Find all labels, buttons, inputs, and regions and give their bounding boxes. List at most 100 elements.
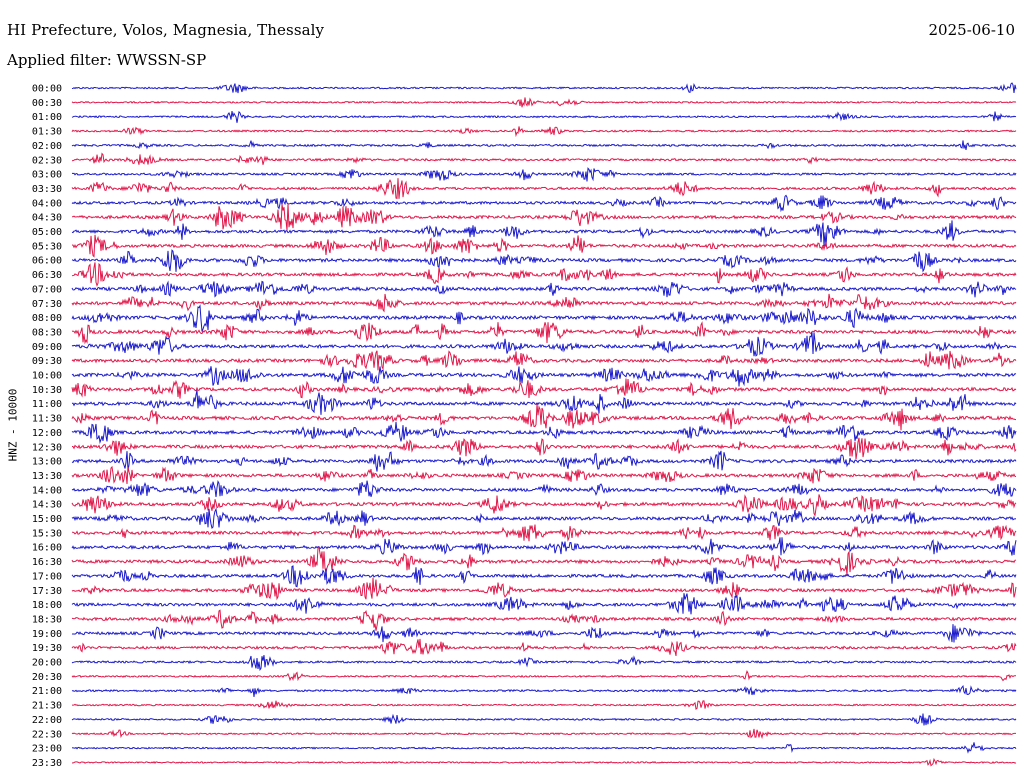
- row-time-label: 06:30: [32, 270, 62, 281]
- row-time-label: 03:00: [32, 170, 62, 181]
- row-time-label: 01:30: [32, 127, 62, 138]
- trace-line: [71, 262, 1017, 287]
- row-time-label: 06:00: [32, 256, 62, 267]
- trace-line: [71, 507, 1017, 529]
- trace-line: [71, 280, 1017, 298]
- trace-line: [71, 178, 1017, 200]
- row-time-label: 15:00: [32, 514, 62, 525]
- row-time-label: 21:00: [32, 686, 62, 697]
- row-time-label: 20:00: [32, 658, 62, 669]
- row-time-label: 00:00: [32, 84, 62, 95]
- row-time-label: 23:00: [32, 744, 62, 755]
- trace-line: [71, 234, 1017, 258]
- trace-line: [71, 537, 1017, 556]
- trace-line: [71, 366, 1017, 387]
- trace-line: [71, 321, 1017, 345]
- row-time-label: 22:30: [32, 729, 62, 740]
- row-time-label: 14:30: [32, 500, 62, 511]
- row-time-label: 08:00: [32, 313, 62, 324]
- row-time-label: 21:30: [32, 701, 62, 712]
- trace-line: [71, 624, 1017, 643]
- row-time-label: 13:00: [32, 457, 62, 468]
- row-time-label: 05:00: [32, 227, 62, 238]
- row-time-label: 16:00: [32, 543, 62, 554]
- row-time-label: 09:00: [32, 342, 62, 353]
- row-time-label: 07:00: [32, 284, 62, 295]
- row-time-label: 07:30: [32, 299, 62, 310]
- trace-line: [71, 524, 1017, 542]
- row-time-label: 02:30: [32, 155, 62, 166]
- row-time-label: 15:30: [32, 528, 62, 539]
- trace-line: [71, 609, 1017, 631]
- trace-line: [71, 465, 1017, 484]
- station-title: HI Prefecture, Volos, Magnesia, Thessaly: [7, 21, 325, 39]
- trace-line: [71, 220, 1017, 247]
- record-date: 2025-06-10: [928, 21, 1015, 39]
- row-time-label: 16:30: [32, 557, 62, 568]
- row-time-label: 17:00: [32, 571, 62, 582]
- trace-line: [71, 421, 1017, 445]
- row-time-label: 00:30: [32, 98, 62, 109]
- trace-line: [71, 669, 1017, 682]
- trace-line: [71, 110, 1017, 123]
- trace-line: [71, 126, 1017, 138]
- row-time-label: 17:30: [32, 586, 62, 597]
- row-time-label: 09:30: [32, 356, 62, 367]
- trace-line: [71, 97, 1017, 108]
- trace-line: [71, 593, 1017, 615]
- row-time-label: 11:00: [32, 399, 62, 410]
- trace-line: [71, 140, 1017, 151]
- trace-line: [71, 546, 1017, 576]
- row-time-label: 08:30: [32, 327, 62, 338]
- trace-line: [71, 293, 1017, 313]
- trace-line: [71, 350, 1017, 371]
- trace-line: [71, 494, 1017, 517]
- trace-line: [71, 404, 1017, 431]
- row-time-label: 18:30: [32, 614, 62, 625]
- row-time-label: 23:30: [32, 758, 62, 769]
- trace-line: [71, 577, 1017, 601]
- trace-line: [71, 742, 1017, 754]
- trace-line: [71, 332, 1017, 357]
- trace-line: [71, 685, 1017, 698]
- row-time-label: 19:30: [32, 643, 62, 654]
- trace-line: [71, 757, 1017, 767]
- row-time-label: 04:00: [32, 198, 62, 209]
- row-time-label: 13:30: [32, 471, 62, 482]
- row-time-label: 04:30: [32, 213, 62, 224]
- row-time-label: 01:00: [32, 112, 62, 123]
- trace-line: [71, 390, 1017, 415]
- row-time-label: 20:30: [32, 672, 62, 683]
- row-time-label: 12:30: [32, 442, 62, 453]
- trace-line: [71, 304, 1017, 332]
- trace-line: [71, 713, 1017, 726]
- trace-line: [71, 82, 1017, 94]
- trace-line: [71, 565, 1017, 588]
- row-time-label: 12:00: [32, 428, 62, 439]
- row-time-label: 22:00: [32, 715, 62, 726]
- row-time-label: 10:30: [32, 385, 62, 396]
- trace-line: [71, 203, 1017, 231]
- row-time-label: 11:30: [32, 414, 62, 425]
- filter-label: Applied filter: WWSSN-SP: [7, 51, 207, 69]
- row-time-label: 18:00: [32, 600, 62, 611]
- row-time-label: 05:30: [32, 241, 62, 252]
- row-time-label: 10:00: [32, 371, 62, 382]
- row-time-label: 14:00: [32, 485, 62, 496]
- trace-line: [71, 638, 1017, 657]
- trace-line: [71, 167, 1017, 182]
- trace-line: [71, 728, 1016, 740]
- trace-line: [71, 700, 1017, 710]
- row-time-label: 02:00: [32, 141, 62, 152]
- row-time-label: 19:00: [32, 629, 62, 640]
- row-time-label: 03:30: [32, 184, 62, 195]
- trace-line: [72, 437, 1017, 460]
- trace-line: [71, 378, 1017, 399]
- trace-line: [71, 450, 1017, 472]
- trace-line: [71, 479, 1017, 498]
- trace-line: [71, 249, 1017, 273]
- trace-line: [71, 655, 1017, 671]
- trace-line: [71, 152, 1017, 165]
- trace-line: [71, 194, 1017, 213]
